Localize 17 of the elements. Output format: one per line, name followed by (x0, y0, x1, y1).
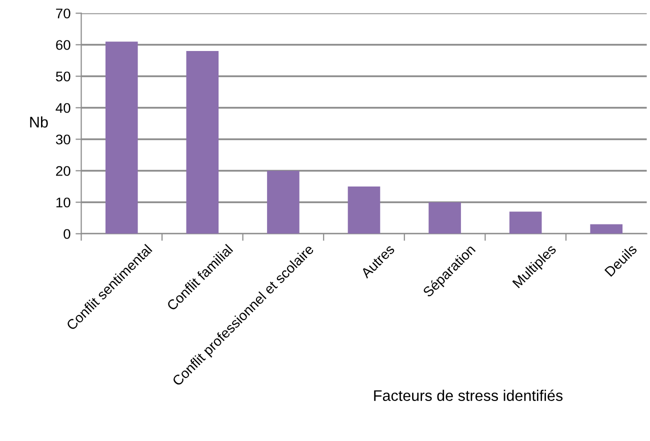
y-axis-title: Nb (30, 116, 48, 128)
y-tick-label: 40 (56, 103, 70, 113)
y-tick-label: 60 (56, 40, 70, 50)
y-tick-label: 70 (56, 8, 70, 18)
x-axis-title: Facteurs de stress identifiés (374, 390, 563, 401)
bar (105, 42, 138, 234)
bar (590, 224, 623, 234)
y-tick-label: 10 (56, 198, 70, 208)
bar (186, 51, 219, 234)
bar (428, 202, 461, 234)
bar (267, 170, 300, 234)
y-tick-label: 50 (56, 72, 70, 82)
bar (509, 212, 542, 234)
bar (348, 186, 380, 234)
y-tick-label: 20 (56, 166, 70, 176)
y-tick-label: 0 (64, 229, 70, 239)
y-tick-label: 30 (56, 134, 70, 144)
